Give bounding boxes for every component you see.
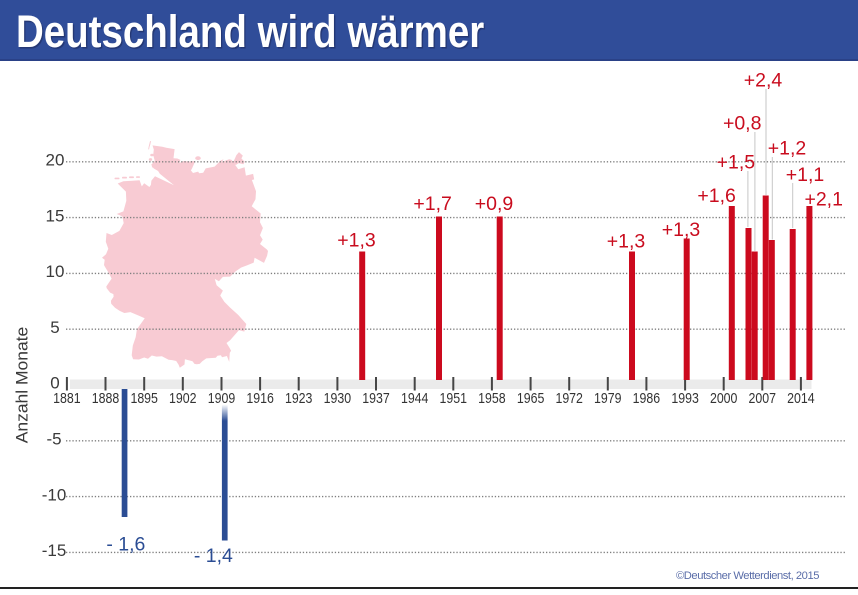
svg-text:1965: 1965 bbox=[517, 390, 545, 407]
svg-text:15: 15 bbox=[46, 206, 65, 225]
svg-text:1902: 1902 bbox=[169, 390, 197, 407]
svg-text:+1,3: +1,3 bbox=[662, 219, 701, 241]
svg-text:1881: 1881 bbox=[53, 390, 81, 407]
svg-text:10: 10 bbox=[46, 262, 65, 281]
svg-text:1895: 1895 bbox=[130, 390, 158, 407]
svg-text:2000: 2000 bbox=[710, 390, 738, 407]
svg-text:2014: 2014 bbox=[787, 390, 815, 407]
svg-text:0: 0 bbox=[50, 374, 59, 393]
svg-text:-15: -15 bbox=[42, 541, 67, 560]
svg-text:1951: 1951 bbox=[440, 390, 468, 407]
svg-text:1923: 1923 bbox=[285, 390, 313, 407]
svg-text:+2,4: +2,4 bbox=[744, 70, 783, 92]
svg-text:1888: 1888 bbox=[92, 390, 120, 407]
svg-text:+2,1: +2,1 bbox=[804, 189, 843, 211]
svg-text:+1,7: +1,7 bbox=[413, 193, 452, 215]
svg-text:+1,3: +1,3 bbox=[337, 230, 376, 252]
svg-text:+1,1: +1,1 bbox=[786, 164, 825, 186]
svg-text:1986: 1986 bbox=[633, 390, 661, 407]
svg-text:1937: 1937 bbox=[362, 390, 390, 407]
svg-text:+1,3: +1,3 bbox=[607, 231, 646, 253]
svg-text:-10: -10 bbox=[42, 485, 67, 504]
svg-text:+0,8: +0,8 bbox=[723, 113, 762, 135]
svg-text:+0,9: +0,9 bbox=[475, 193, 514, 215]
svg-text:-5: -5 bbox=[46, 430, 61, 449]
svg-text:5: 5 bbox=[50, 318, 59, 337]
svg-text:+1,6: +1,6 bbox=[697, 185, 736, 207]
svg-text:- 1,6: - 1,6 bbox=[106, 534, 145, 556]
svg-text:+1,2: +1,2 bbox=[768, 138, 807, 160]
svg-text:1930: 1930 bbox=[324, 390, 352, 407]
svg-text:2007: 2007 bbox=[749, 390, 777, 407]
svg-text:20: 20 bbox=[46, 151, 65, 170]
svg-text:1972: 1972 bbox=[555, 390, 583, 407]
svg-text:1909: 1909 bbox=[208, 390, 236, 407]
svg-text:+1,5: +1,5 bbox=[717, 152, 756, 174]
svg-text:1944: 1944 bbox=[401, 390, 429, 407]
svg-text:1916: 1916 bbox=[246, 390, 274, 407]
svg-text:1958: 1958 bbox=[478, 390, 506, 407]
svg-text:1993: 1993 bbox=[671, 390, 699, 407]
svg-text:Anzahl Monate: Anzahl Monate bbox=[13, 327, 32, 444]
svg-text:- 1,4: - 1,4 bbox=[194, 545, 233, 567]
svg-text:1979: 1979 bbox=[594, 390, 622, 407]
